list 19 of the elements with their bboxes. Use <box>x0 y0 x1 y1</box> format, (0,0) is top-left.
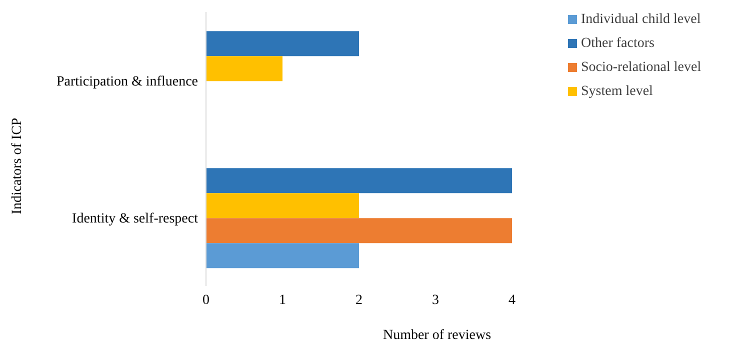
x-tick-label: 2 <box>356 292 362 308</box>
legend-label: System level <box>581 84 653 99</box>
x-tick-label: 1 <box>279 292 286 308</box>
x-tick-label: 0 <box>202 292 210 308</box>
bar <box>206 218 512 244</box>
y-axis-title: Indicators of ICP <box>10 116 26 216</box>
legend-label: Socio-relational level <box>581 60 702 75</box>
x-axis-title: Number of reviews <box>382 328 492 344</box>
bar <box>206 193 359 218</box>
bar <box>206 243 359 268</box>
x-tick-label: 3 <box>432 292 439 308</box>
bar <box>206 168 512 194</box>
y-tick-label: Participation & influence <box>56 74 198 90</box>
legend-label: Individual child level <box>581 12 701 27</box>
y-tick-label: Identity & self-respect <box>72 211 198 226</box>
x-tick-label: 4 <box>508 292 516 308</box>
bar <box>206 56 282 82</box>
legend-label: Other factors <box>581 36 654 51</box>
bar <box>206 31 359 56</box>
